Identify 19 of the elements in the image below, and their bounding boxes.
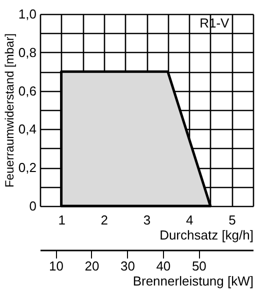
y-tick-label: 0,6 [18,83,36,98]
x2-tick-label: 50 [192,258,206,274]
x2-axis-title: Brennerleistung [kW] [132,274,254,288]
x2-tick-label: 10 [48,258,64,274]
y-tick-label: 0,2 [18,160,36,176]
y-tick-label: 0 [29,198,36,214]
x2-tick-label: 40 [156,258,171,274]
x-tick-label: 1 [58,212,66,228]
y-tick-label: 0,4 [18,122,36,137]
y-axis-title: Feuerraumwiderstand [mbar] [2,33,16,188]
x-tick-label: 2 [100,212,108,228]
x2-tick-label: 30 [120,258,135,274]
x-tick-label: 3 [143,212,151,228]
y-tick-label: 1,0 [18,6,36,22]
x-axis-title: Durchsatz [kg/h] [160,228,254,242]
x-tick-label: 5 [228,212,236,228]
y-tick-label: 0,8 [18,44,36,60]
x2-tick-label: 20 [84,258,100,274]
x-tick-label: 4 [186,212,194,228]
